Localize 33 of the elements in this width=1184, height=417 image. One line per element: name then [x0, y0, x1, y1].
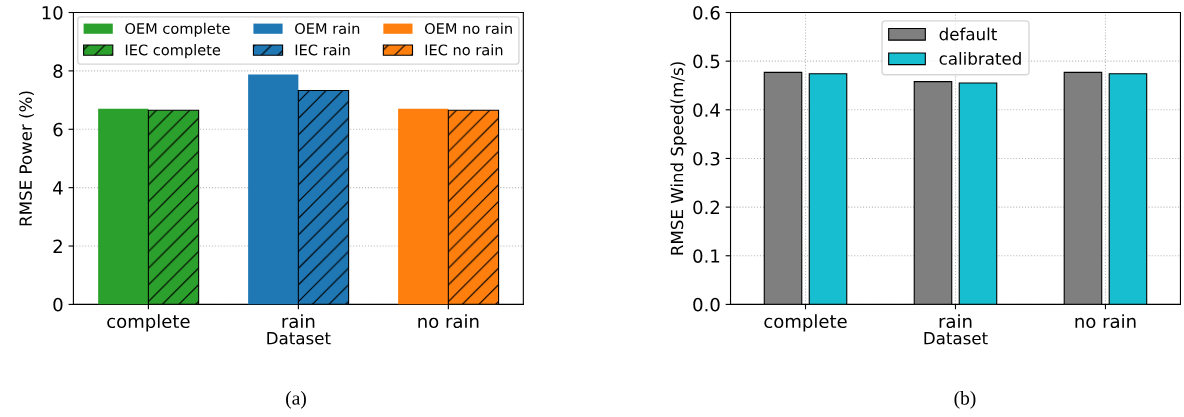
y-tick-label: 0 [53, 297, 63, 312]
x-tick-label: complete [764, 314, 847, 332]
legend-label: default [939, 27, 997, 41]
y-tick-label: 6 [53, 122, 63, 137]
y-tick-label: 2 [53, 239, 62, 253]
legend-label: IEC complete [125, 44, 221, 59]
y-tick-label: 0.1 [693, 249, 720, 263]
y-tick-label: 0.2 [693, 200, 719, 215]
legend-label: IEC no rain [425, 44, 503, 56]
text: (a) [286, 391, 306, 409]
x-axis-title: Dataset [924, 332, 988, 345]
y-tick-label: 8 [53, 64, 63, 79]
x-tick-label: rain [282, 314, 315, 329]
y-axis-title: RMSE Wind Speed(m/s) [670, 62, 687, 255]
y-tick-label: 4 [53, 181, 63, 195]
y-axis-title: RMSE Power (%) [19, 91, 34, 226]
x-tick-label: complete [107, 314, 190, 332]
legend-label: OEM complete [125, 22, 230, 37]
y-tick-label: 0.5 [693, 54, 720, 69]
x-tick-label: no rain [1075, 314, 1136, 329]
y-tick-label: 0.0 [693, 297, 720, 312]
legend-label: calibrated [939, 51, 1021, 65]
y-tick-label: 0.4 [693, 103, 720, 117]
y-tick-label: 0.6 [693, 5, 720, 20]
legend-label: OEM rain [295, 22, 360, 35]
x-tick-label: rain [939, 314, 972, 329]
text: (b) [954, 391, 976, 409]
legend-label: OEM no rain [425, 22, 512, 35]
x-axis-title: Dataset [267, 332, 331, 345]
x-tick-label: no rain [418, 314, 479, 329]
y-tick-label: 0.3 [693, 151, 720, 166]
y-tick-label: 10 [42, 5, 63, 20]
legend-label: IEC rain [295, 44, 350, 56]
